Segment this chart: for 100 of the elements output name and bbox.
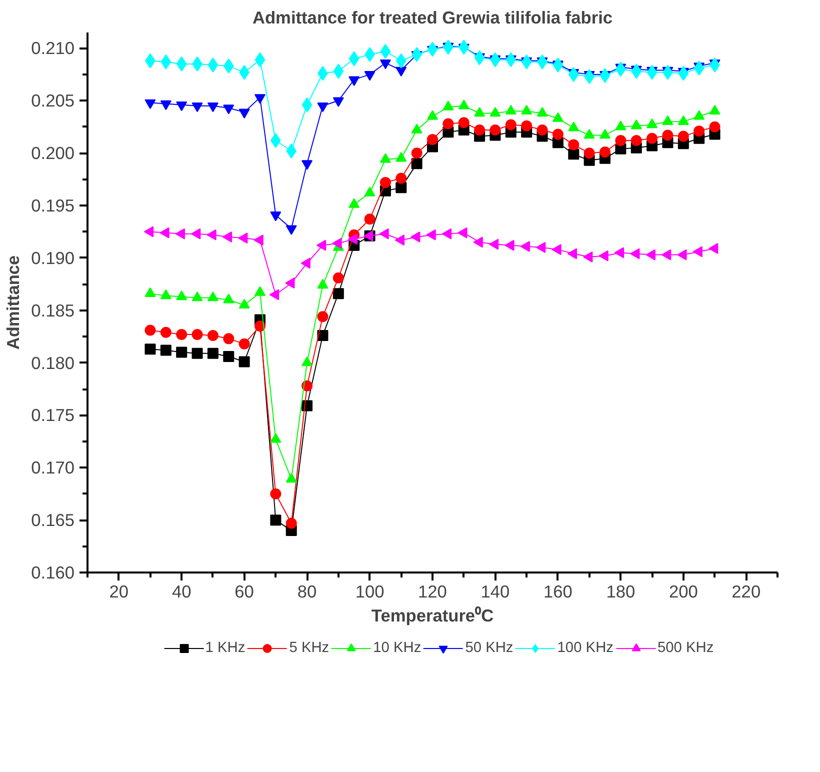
point	[302, 356, 313, 366]
point	[223, 58, 234, 74]
point	[584, 148, 595, 159]
point	[458, 40, 470, 55]
point	[410, 231, 420, 242]
point	[396, 53, 406, 68]
point	[207, 348, 218, 359]
point	[694, 126, 705, 137]
point	[568, 139, 580, 150]
point	[552, 244, 562, 256]
point	[662, 130, 674, 141]
point	[238, 338, 250, 350]
legend-label: 1 KHz	[205, 640, 246, 656]
point	[380, 60, 391, 70]
point	[207, 330, 218, 342]
point	[521, 120, 532, 132]
point	[270, 133, 281, 148]
point	[411, 158, 422, 170]
point	[692, 246, 702, 258]
point	[270, 488, 282, 500]
point	[332, 288, 344, 300]
x-tick-label: 80	[297, 582, 317, 602]
point	[270, 514, 282, 526]
point	[427, 134, 438, 145]
point	[678, 66, 689, 81]
point	[302, 97, 312, 112]
y-tick-label: 0.195	[31, 196, 75, 216]
legend-label: 10 KHz	[373, 640, 422, 656]
point	[176, 56, 187, 72]
point	[396, 182, 407, 194]
x-tick-label: 120	[418, 582, 447, 602]
point	[661, 249, 672, 260]
point	[192, 102, 203, 112]
y-tick-label: 0.185	[31, 300, 75, 320]
x-tick-label: 40	[172, 582, 192, 602]
point	[458, 227, 468, 238]
x-tick-label: 200	[668, 582, 698, 602]
point	[504, 240, 514, 251]
y-tick-label: 0.210	[31, 38, 75, 58]
point	[254, 52, 266, 68]
point	[286, 472, 297, 483]
point	[694, 60, 704, 76]
point	[302, 380, 313, 392]
point	[568, 148, 580, 160]
point	[238, 356, 250, 368]
point	[380, 176, 391, 188]
point	[317, 102, 328, 112]
point	[442, 228, 452, 240]
point	[208, 58, 218, 73]
legend-label: 500 KHz	[657, 640, 714, 656]
x-tick-label: 160	[544, 582, 572, 602]
point	[536, 242, 546, 253]
point	[160, 54, 172, 70]
point	[160, 344, 172, 356]
point	[536, 124, 548, 136]
point	[490, 124, 501, 136]
point	[646, 64, 658, 80]
point	[505, 119, 516, 130]
point	[206, 229, 216, 240]
point	[380, 44, 391, 59]
point	[223, 351, 234, 362]
point	[520, 240, 530, 252]
point	[615, 135, 626, 146]
point	[600, 68, 610, 83]
point	[709, 121, 720, 132]
point	[458, 117, 470, 128]
point	[176, 346, 188, 358]
point	[144, 324, 156, 336]
point	[317, 330, 328, 342]
x-tick-label: 140	[480, 582, 510, 602]
point	[598, 250, 608, 262]
point	[333, 64, 344, 79]
point	[396, 172, 407, 184]
point	[488, 238, 499, 250]
point	[191, 228, 201, 240]
y-axis-title: Admittance	[3, 254, 24, 350]
point	[254, 286, 266, 296]
point	[144, 99, 156, 110]
point	[302, 160, 313, 170]
point	[286, 143, 297, 158]
point	[192, 348, 203, 359]
x-tick-label: 20	[109, 582, 129, 602]
x-axis-title: Temperature⁰C	[371, 606, 494, 626]
point	[411, 148, 422, 159]
point	[427, 42, 438, 57]
point	[144, 287, 156, 297]
y-tick-label: 0.165	[31, 510, 75, 530]
point	[160, 100, 172, 110]
point	[317, 311, 328, 322]
point	[630, 248, 640, 260]
point	[223, 333, 234, 344]
point	[567, 248, 578, 260]
point	[646, 249, 656, 260]
point	[176, 328, 188, 340]
point	[521, 54, 532, 70]
point	[269, 289, 280, 300]
point	[207, 102, 218, 112]
point	[207, 292, 218, 302]
point	[678, 130, 689, 142]
x-tick-label: 60	[234, 582, 254, 602]
